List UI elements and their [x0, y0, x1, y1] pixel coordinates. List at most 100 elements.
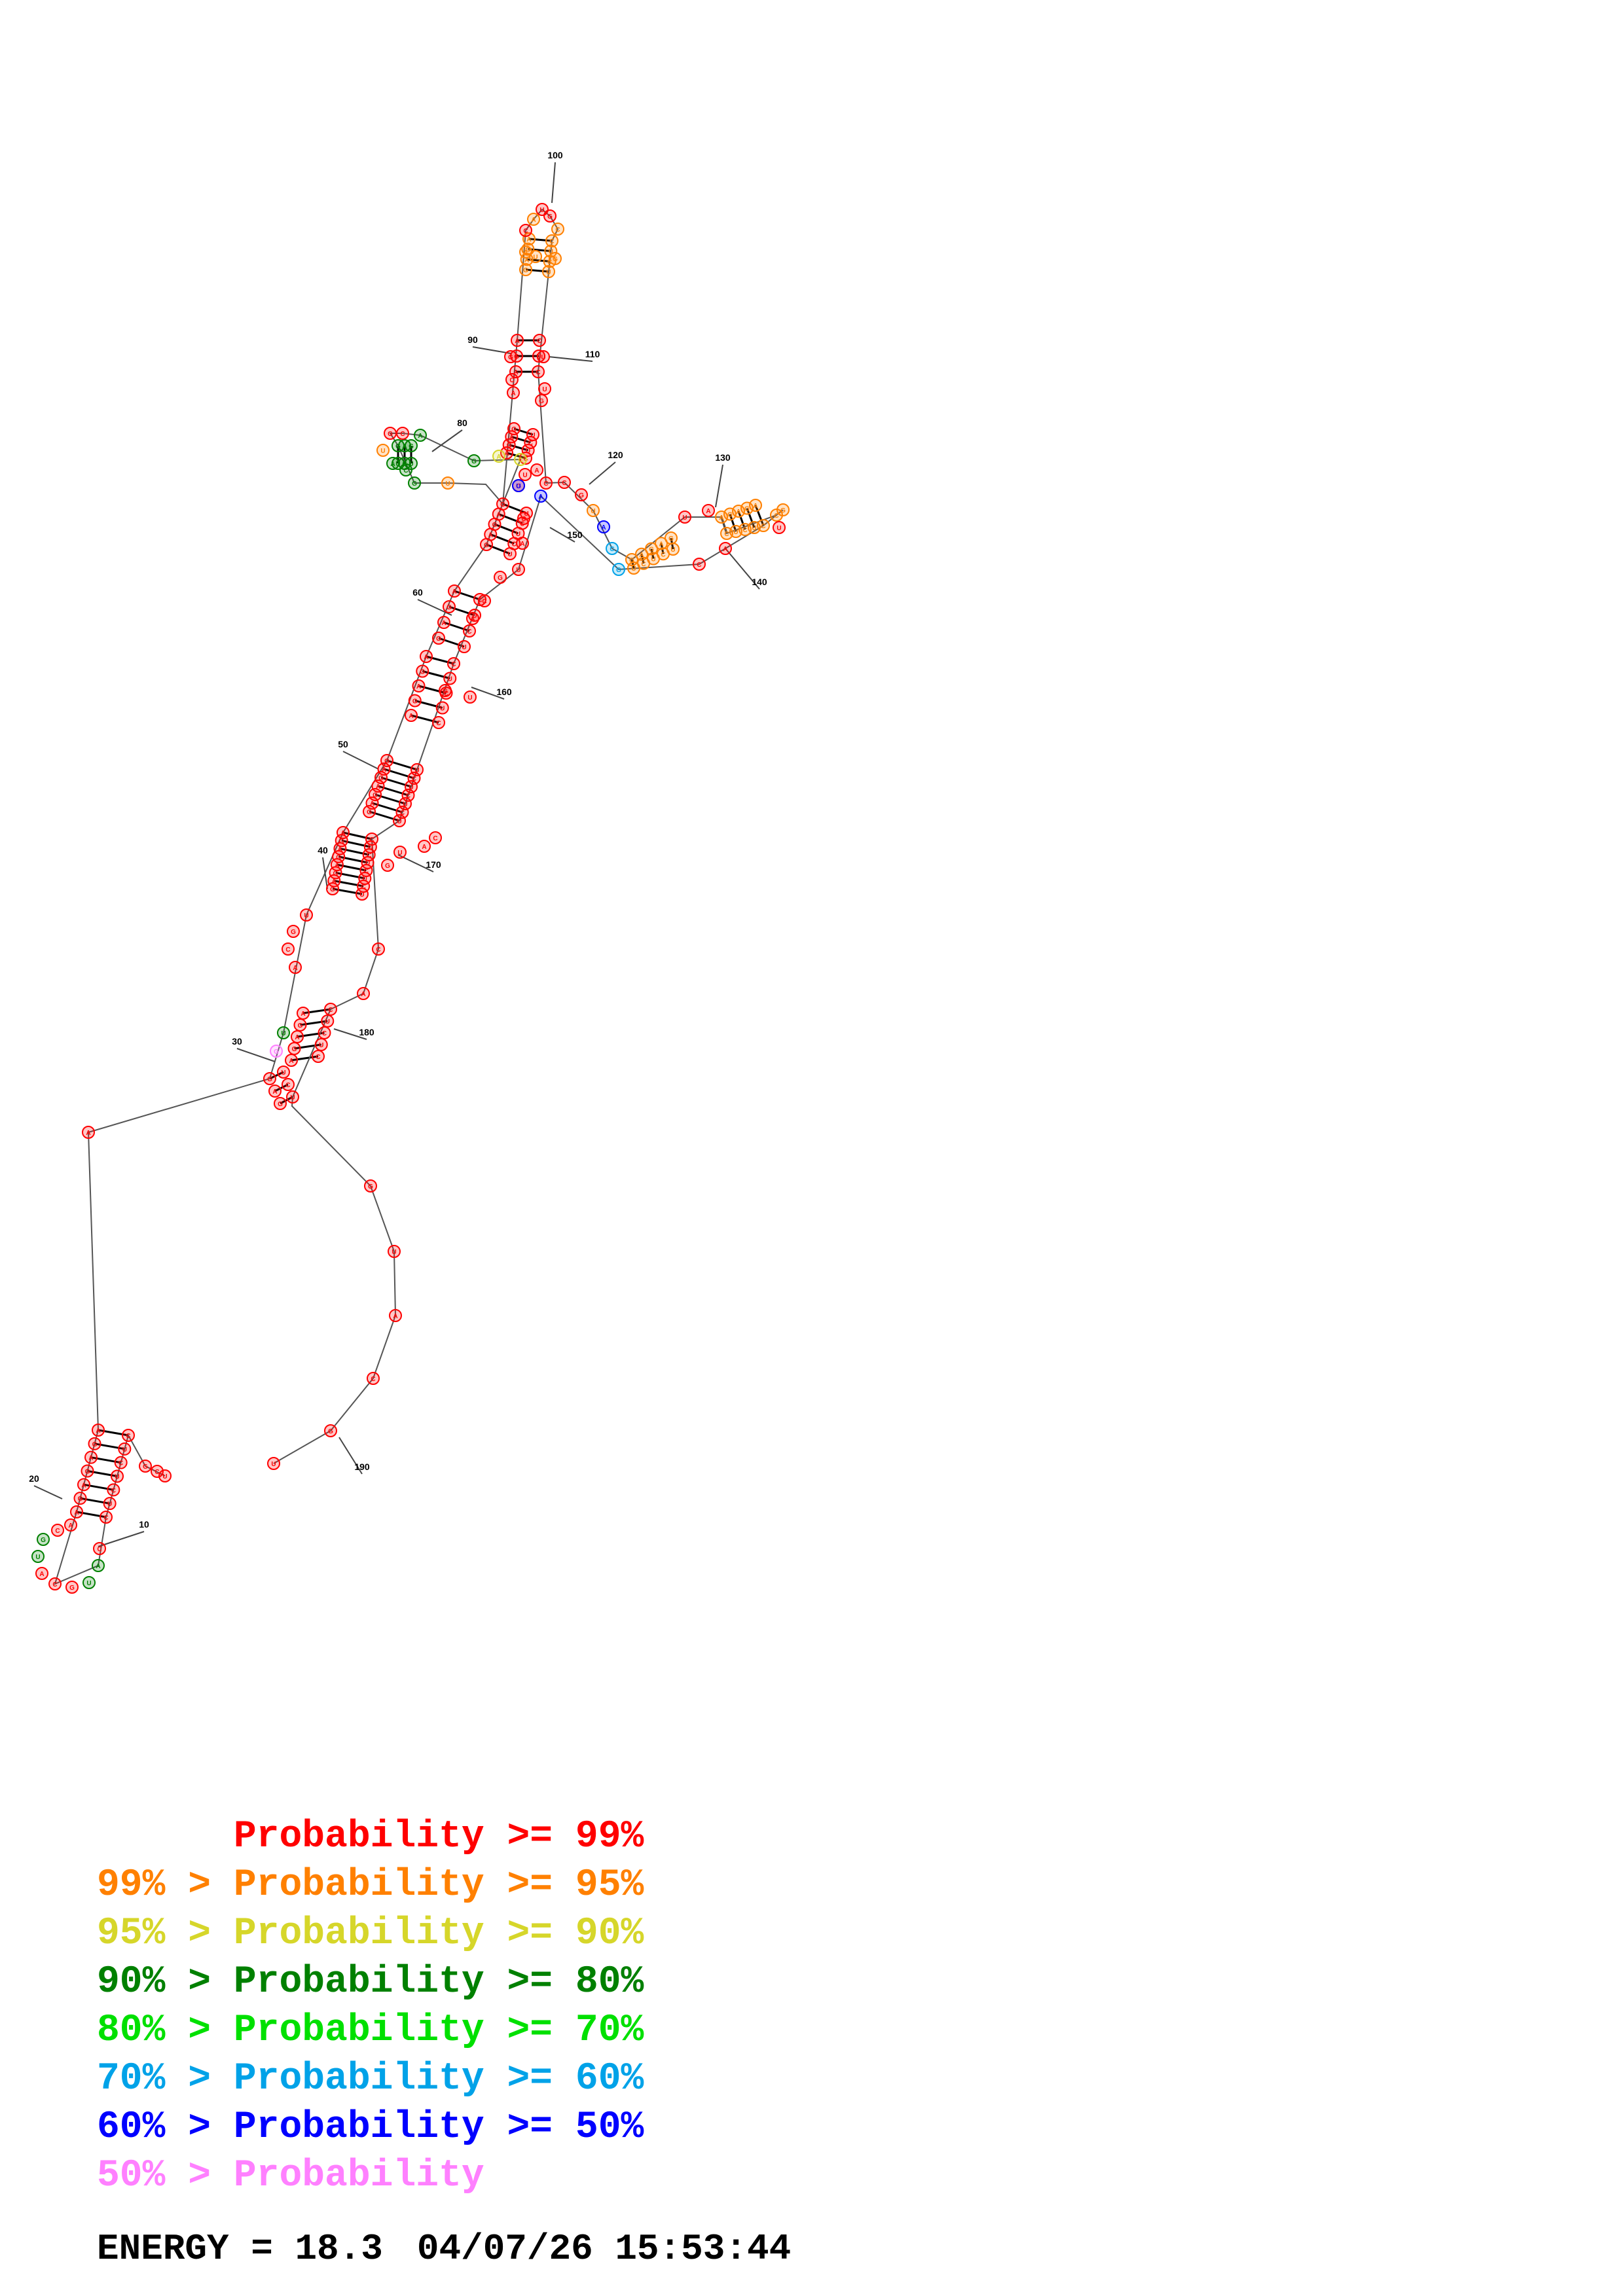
legend-row: 70% > Probability >= 60% [97, 2058, 644, 2100]
svg-text:U: U [363, 876, 367, 883]
svg-text:A: A [88, 1455, 93, 1462]
nucleotide: U [587, 504, 600, 517]
svg-text:A: A [301, 1011, 305, 1018]
svg-text:U: U [651, 556, 655, 564]
nucleotide: G [416, 664, 429, 678]
svg-text:G: G [629, 557, 634, 564]
nucleotide: C [93, 1542, 106, 1555]
position-leader [551, 162, 556, 204]
nucleotide: G [88, 1437, 101, 1450]
nucleotide: U [678, 511, 691, 524]
nucleotide: C [532, 365, 545, 378]
nucleotide: U [321, 1014, 335, 1028]
nucleotide: U [521, 444, 535, 457]
nucleotide: G [439, 684, 452, 697]
svg-text:A: A [488, 532, 493, 539]
nucleotide: A [77, 1478, 90, 1492]
svg-text:C: C [697, 562, 701, 569]
nucleotide: A [505, 430, 519, 444]
base-pair-bond [341, 839, 371, 848]
nucleotide: C [312, 1050, 325, 1063]
svg-text:G: G [744, 506, 750, 513]
svg-text:U: U [115, 1474, 119, 1481]
nucleotide: G [645, 542, 658, 556]
nucleotide: A [35, 1567, 48, 1580]
nucleotide: C [533, 334, 546, 347]
nucleotide: U [435, 701, 449, 715]
nucleotide: A [507, 386, 520, 399]
svg-text:C: C [537, 338, 541, 345]
position-leader [589, 461, 616, 485]
svg-text:A: A [452, 588, 456, 596]
nucleotide: G [507, 422, 520, 435]
svg-text:G: G [553, 256, 558, 263]
nucleotide: G [480, 538, 493, 551]
svg-text:U: U [304, 912, 308, 920]
position-leader [472, 346, 511, 354]
svg-text:U: U [733, 529, 738, 536]
position-leader [342, 751, 379, 770]
nucleotide: A [289, 961, 302, 974]
svg-text:C: C [322, 1030, 327, 1037]
svg-text:G: G [471, 458, 477, 465]
svg-text:A: A [601, 524, 606, 531]
nucleotide: U [542, 265, 555, 278]
svg-text:U: U [776, 525, 781, 532]
svg-text:G: G [291, 929, 296, 936]
base-pair-bond [300, 1020, 328, 1026]
svg-text:A: A [538, 493, 543, 501]
position-leader [548, 356, 593, 362]
nucleotide: G [408, 694, 422, 708]
base-pair-bond [280, 1096, 293, 1105]
svg-text:G: G [384, 758, 390, 765]
svg-text:C: C [97, 1546, 101, 1553]
base-pair-bond [511, 435, 531, 444]
position-label: 20 [29, 1473, 39, 1484]
svg-text:U: U [526, 448, 530, 455]
nucleotide: C [367, 1372, 380, 1385]
svg-text:C: C [285, 946, 290, 954]
position-leader [715, 464, 723, 508]
svg-text:A: A [393, 1313, 397, 1320]
nucleotide: C [478, 594, 491, 607]
svg-text:U: U [530, 432, 535, 439]
nucleotide: C [282, 942, 295, 956]
nucleotide: U [538, 382, 551, 395]
svg-text:C: C [367, 852, 371, 859]
svg-text:U: U [107, 1501, 112, 1508]
svg-text:G: G [443, 688, 448, 695]
svg-text:A: A [511, 390, 515, 397]
nucleotide: A [702, 504, 715, 517]
svg-text:G: G [500, 501, 505, 509]
svg-text:G: G [143, 1463, 148, 1471]
nucleotide: G [504, 350, 517, 363]
base-pair-bond [338, 855, 368, 864]
nucleotide: A [448, 584, 461, 598]
base-pair-bond [513, 427, 534, 436]
svg-text:A: A [513, 369, 518, 376]
base-pair-bond [630, 559, 635, 569]
svg-text:U: U [472, 613, 477, 620]
nucleotide: U [441, 476, 454, 490]
svg-text:A: A [340, 830, 345, 837]
svg-text:U: U [290, 1094, 295, 1102]
nucleotide: A [437, 616, 450, 629]
svg-text:A: A [376, 783, 380, 791]
position-leader [471, 687, 505, 700]
svg-text:G: G [616, 567, 621, 574]
svg-text:A: A [441, 620, 446, 627]
legend-row: 99% > Probability >= 95% [97, 1864, 644, 1907]
svg-text:G: G [511, 426, 517, 433]
svg-text:C: C [111, 1487, 116, 1494]
base-pair-bond [454, 590, 481, 601]
svg-text:C: C [742, 527, 747, 534]
nucleotide: U [286, 1090, 299, 1103]
nucleotide: C [606, 542, 619, 555]
base-pair-bond [332, 888, 363, 895]
legend-row: 50% > Probability [97, 2155, 484, 2197]
svg-text:C: C [436, 720, 441, 727]
base-pair-bond [640, 554, 645, 564]
nucleotide: A [268, 1085, 282, 1098]
base-pair-bond [80, 1497, 110, 1505]
svg-text:G: G [388, 431, 393, 438]
